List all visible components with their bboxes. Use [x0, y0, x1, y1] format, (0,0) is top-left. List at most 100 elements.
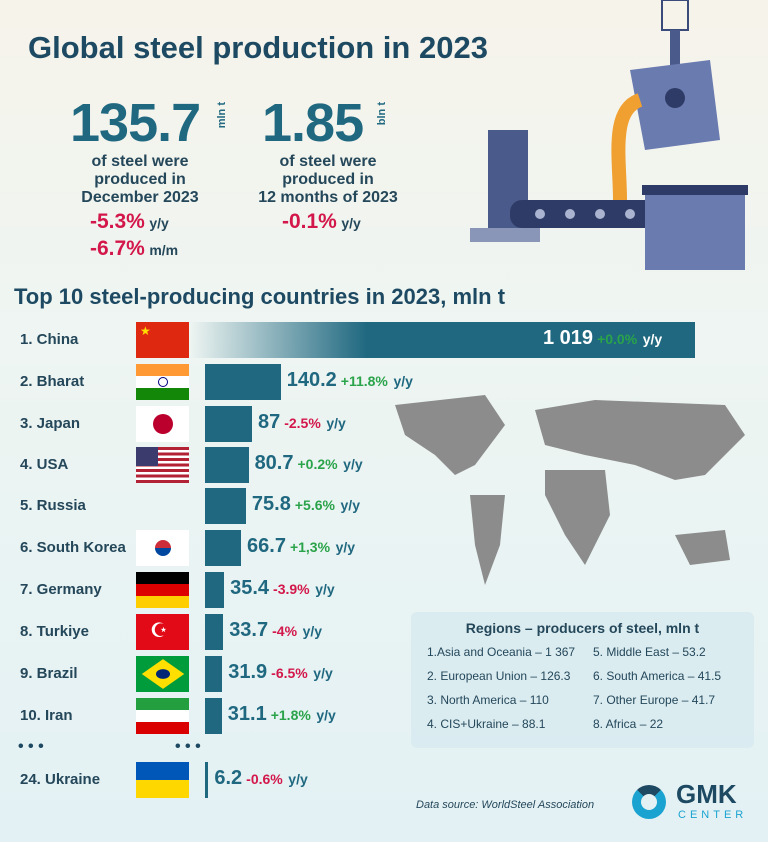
value: 33.7 — [229, 619, 269, 641]
yearly-stat: 1.85 bln t — [262, 96, 397, 150]
value: 66.7 — [247, 535, 286, 557]
bar-row: 6. South Korea 66.7 +1,3% y/y — [0, 529, 768, 567]
change-label: y/y — [149, 215, 169, 231]
bar-row: 5. Russia 75.8 +5.6% y/y — [0, 487, 768, 525]
region-item: 3. North America – 110 — [427, 693, 549, 707]
bar — [205, 447, 249, 483]
bar — [205, 614, 224, 650]
value: 6.2 — [214, 767, 243, 789]
change-value: -4% — [272, 623, 298, 639]
flag-icon — [136, 698, 189, 734]
change-label: y/y — [340, 497, 360, 513]
country-label: 5. Russia — [20, 497, 86, 514]
value: 87 — [257, 411, 281, 433]
monthly-unit: mln t — [216, 102, 228, 129]
data-source: Data source: WorldSteel Association — [416, 799, 595, 811]
ellipsis-right: • • • — [175, 738, 201, 755]
change-value: +1,3% — [289, 539, 331, 555]
value: 140.2 — [286, 369, 337, 391]
change-label: y/y — [393, 373, 413, 389]
region-item: 4. CIS+Ukraine – 88.1 — [427, 717, 546, 731]
change-value: -0.6% — [246, 771, 283, 787]
bar-row: 7. Germany 35.4 -3.9% y/y — [0, 571, 768, 609]
region-item: 6. South America – 41.5 — [593, 669, 722, 683]
change-label: y/y — [343, 456, 363, 472]
value-label: 87 -2.5% y/y — [258, 411, 346, 434]
flag-icon — [136, 572, 189, 608]
flag-icon — [136, 530, 189, 566]
value-label: 6.2 -0.6% y/y — [214, 767, 307, 790]
yearly-change: -0.1% y/y — [282, 210, 361, 234]
country-label: 3. Japan — [20, 415, 81, 432]
desc-line: 12 months of 2023 — [258, 189, 398, 206]
monthly-change-mm: -6.7% m/m — [90, 237, 178, 261]
change-value: +5.6% — [294, 497, 335, 513]
flag-icon — [136, 406, 189, 442]
chart-title: Top 10 steel-producing countries in 2023… — [14, 284, 506, 309]
value-label: 75.8 +5.6% y/y — [252, 493, 360, 516]
region-item: 2. European Union – 126.3 — [427, 669, 571, 683]
flag-icon — [136, 364, 189, 400]
flag-icon — [136, 447, 189, 483]
change-label: y/y — [341, 215, 361, 231]
bar — [205, 656, 223, 692]
bar-row: 8. Turkiye ☪ 33.7 -4% y/y — [0, 613, 768, 651]
change-label: y/y — [315, 581, 335, 597]
bar-row: 1. China ★ 1 019 +0.0% y/y — [0, 321, 768, 359]
change-label: y/y — [316, 707, 336, 723]
bar-row: 4. USA 80.7 +0.2% y/y — [0, 446, 768, 484]
country-label: 24. Ukraine — [20, 771, 101, 788]
country-label: 6. South Korea — [20, 539, 126, 556]
bar-row: 2. Bharat 140.2 +11.8% y/y — [0, 363, 768, 401]
value-label: 140.2 +11.8% y/y — [287, 369, 413, 392]
change-value: +1.8% — [270, 707, 311, 723]
flag-icon — [136, 656, 189, 692]
value-label: 1 019 +0.0% y/y — [543, 327, 662, 350]
yearly-unit: bln t — [376, 102, 388, 126]
monthly-change-yy: -5.3% y/y — [90, 210, 169, 234]
regions-panel: Regions – producers of steel, mln t 1.As… — [411, 612, 754, 748]
bar — [205, 762, 209, 798]
change-label: y/y — [302, 623, 323, 639]
bar — [205, 364, 281, 400]
bar — [205, 530, 242, 566]
region-item: 1.Asia and Oceania – 1 367 — [427, 645, 576, 659]
desc-line: produced in — [282, 171, 374, 188]
flag-icon: ★ — [136, 322, 189, 358]
value-label: 31.1 +1.8% y/y — [228, 703, 336, 726]
value: 31.9 — [228, 661, 268, 683]
region-item: 7. Other Europe – 41.7 — [593, 693, 716, 707]
change-value: +0.2% — [297, 456, 338, 472]
bar-row: 24. Ukraine 6.2 -0.6% y/y — [0, 761, 768, 799]
monthly-desc: of steel were produced in December 2023 — [60, 153, 220, 207]
bar — [205, 488, 246, 524]
page-title: Global steel production in 2023 — [28, 30, 488, 65]
change-value: +11.8% — [340, 373, 388, 389]
change-value: -6.5% — [271, 665, 308, 681]
yearly-value: 1.85 — [262, 93, 364, 153]
value-label: 31.9 -6.5% y/y — [228, 661, 333, 684]
change-label: y/y — [642, 331, 663, 347]
change-value: -6.7% — [90, 237, 145, 260]
value-label: 35.4 -3.9% y/y — [230, 577, 335, 600]
value: 35.4 — [230, 577, 270, 599]
monthly-stat: 135.7 mln t — [70, 96, 235, 150]
country-label: 8. Turkiye — [20, 623, 89, 640]
bar — [205, 572, 225, 608]
value-label: 66.7 +1,3% y/y — [247, 535, 355, 558]
change-value: -5.3% — [90, 210, 145, 233]
bar — [205, 698, 222, 734]
steel-plant-illustration — [470, 0, 748, 270]
value-label: 33.7 -4% y/y — [229, 619, 322, 642]
change-value: -2.5% — [284, 415, 321, 431]
bar — [190, 322, 695, 358]
country-label: 9. Brazil — [20, 665, 78, 682]
value-label: 80.7 +0.2% y/y — [255, 452, 363, 475]
regions-title: Regions – producers of steel, mln t — [465, 620, 700, 636]
desc-line: December 2023 — [81, 189, 199, 206]
country-label: 7. Germany — [20, 581, 102, 598]
bar-row: 9. Brazil 31.9 -6.5% y/y — [0, 655, 768, 693]
value: 80.7 — [254, 452, 294, 474]
flag-icon — [136, 762, 189, 798]
flag-icon: ☪ — [136, 614, 189, 650]
